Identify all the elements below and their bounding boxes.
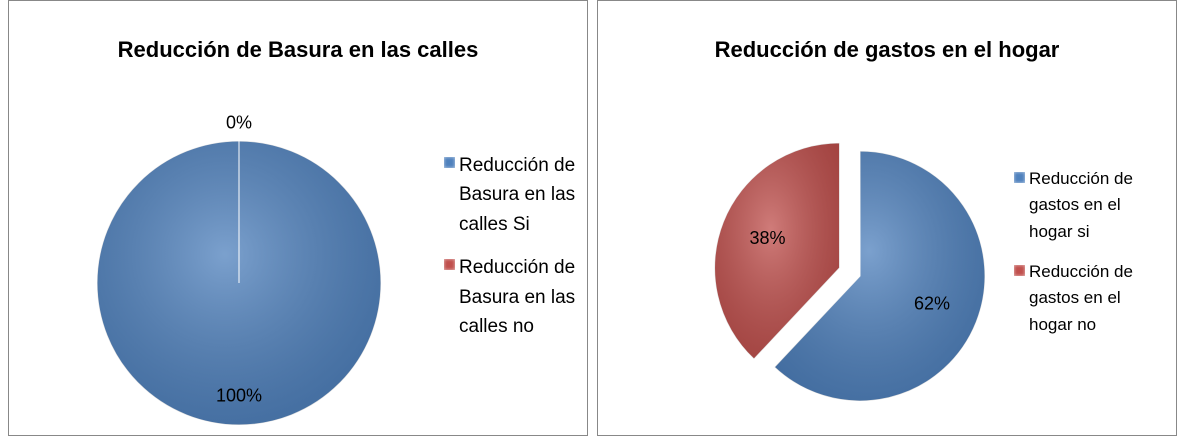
- legend: Reducción de Basura en las calles Si Redu…: [444, 151, 584, 356]
- data-label: 38%: [749, 228, 785, 248]
- legend-swatch: [1014, 172, 1025, 183]
- data-label: 62%: [914, 293, 950, 313]
- chart-panel: Reducción de gastos en el hogar 62% 38% Re…: [597, 0, 1177, 436]
- legend-item: Reducción de Basura en las calles Si: [444, 151, 584, 239]
- legend-label: Reducción de Basura en las calles no: [459, 257, 576, 338]
- data-label: 100%: [216, 385, 262, 405]
- chart-title: Reducción de gastos en el hogar: [714, 37, 1060, 62]
- legend: Reducción de gastos en el hogar si Reducc…: [1014, 166, 1164, 352]
- legend-label: Reducción de gastos en el hogar si: [1029, 169, 1133, 241]
- legend-item: Reducción de gastos en el hogar no: [1014, 259, 1164, 338]
- legend-item: Reducción de Basura en las calles no: [444, 253, 584, 341]
- legend-swatch: [444, 259, 455, 271]
- chart-title: Reducción de Basura en las calles: [117, 37, 479, 62]
- chart-panel: Reducción de Basura en las calles 100% 0%…: [8, 0, 588, 436]
- legend-label: Reducción de gastos en el hogar no: [1029, 262, 1133, 334]
- legend-swatch: [444, 157, 455, 168]
- legend-label: Reducción de Basura en las calles Si: [459, 155, 576, 235]
- data-label: 0%: [226, 113, 252, 133]
- legend-item: Reducción de gastos en el hogar si: [1014, 166, 1164, 245]
- legend-swatch: [1014, 265, 1025, 277]
